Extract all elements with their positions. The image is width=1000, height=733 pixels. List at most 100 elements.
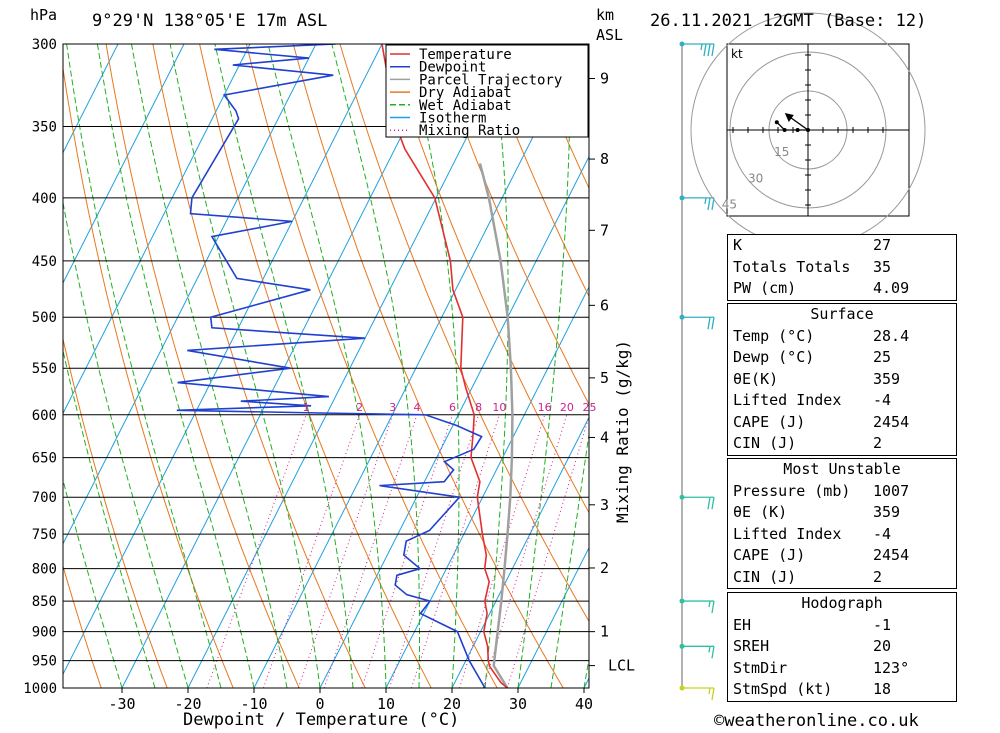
k-index-value: 27 xyxy=(873,236,892,254)
temperature-tick-label: 10 xyxy=(377,695,395,713)
wet-adiabat-line xyxy=(331,44,420,688)
credit-link[interactable]: ©weatheronline.co.uk xyxy=(714,711,919,731)
pressure-tick-label: 700 xyxy=(32,490,57,506)
dry-adiabat-line xyxy=(245,44,498,688)
surface-row-label: θE(K) xyxy=(733,369,779,388)
surface-row-value: 2 xyxy=(873,434,883,452)
mixing-ratio-label: 1 xyxy=(303,401,310,414)
most-unstable-title: Most Unstable xyxy=(783,460,901,478)
hodo-row-label: EH xyxy=(733,615,752,634)
mixing-ratio-line xyxy=(506,414,589,688)
index-box-top: K 27 Totals Totals 35 PW (cm) 4.09 xyxy=(727,234,957,301)
temperature-tick-label: 0 xyxy=(315,695,324,713)
dry-adiabat-line xyxy=(0,44,35,688)
mu-row-value: 359 xyxy=(873,503,901,521)
plot-frame xyxy=(62,43,590,689)
surface-row-label: Dewp (°C) xyxy=(733,348,815,366)
pressure-tick-label: 650 xyxy=(32,451,57,467)
asl-label: ASL xyxy=(596,26,624,44)
pressure-tick-label: 850 xyxy=(32,594,57,610)
pw-value: 4.09 xyxy=(873,279,910,297)
wind-barb-flag xyxy=(711,687,715,701)
legend-item: Parcel Trajectory xyxy=(419,72,562,88)
mu-row-label: CIN (J) xyxy=(733,567,797,586)
mu-row-value: -4 xyxy=(873,524,892,543)
pressure-tick-label: 900 xyxy=(32,625,57,641)
pressure-tick-label: 800 xyxy=(32,562,57,578)
mixing-ratio-label: 8 xyxy=(475,401,482,414)
pw-label: PW (cm) xyxy=(733,279,797,297)
pressure-tick-label: 500 xyxy=(32,310,57,326)
hodograph-trace xyxy=(776,121,808,131)
isotherm-line xyxy=(63,44,317,545)
height-tick-label: 8 xyxy=(600,150,609,168)
index-box-surface: Surface Temp (°C) 28.4 Dewp (°C) 25 θE(K) 3… xyxy=(727,303,957,456)
mixing-ratio-line xyxy=(297,414,394,688)
km-label: km xyxy=(596,6,615,24)
hodograph-point xyxy=(795,128,800,132)
surface-row-value: -4 xyxy=(873,391,892,409)
legend-item: Dry Adiabat xyxy=(419,85,512,101)
height-tick-label: 5 xyxy=(600,369,609,387)
temperature-tick-label: -30 xyxy=(108,695,135,713)
mixing-ratio-label: 4 xyxy=(413,401,420,414)
y-axis-right-title: Mixing Ratio (g/kg) xyxy=(613,339,632,523)
mixing-ratio-line xyxy=(262,414,361,688)
legend-item: Isotherm xyxy=(419,111,486,127)
mu-row-value: 2454 xyxy=(873,546,910,564)
temperature-tick-label: 30 xyxy=(509,695,527,713)
wet-adiabat-line xyxy=(66,44,222,688)
mixing-ratio-line xyxy=(323,414,418,688)
legend-box xyxy=(385,44,589,138)
totals-value: 35 xyxy=(873,257,892,276)
hodograph: kt 15 30 45 xyxy=(690,12,926,248)
location-title: 9°29'N 138°05'E 17m ASL xyxy=(92,11,328,31)
pressure-tick-label: 550 xyxy=(32,361,57,377)
height-tick-label: 3 xyxy=(600,496,609,514)
mixing-ratio-label: 16 xyxy=(538,401,552,414)
dry-adiabat-line xyxy=(63,65,234,688)
wind-barb-half xyxy=(708,687,711,695)
legend-item: Mixing Ratio xyxy=(419,123,520,139)
mu-row-label: CAPE (J) xyxy=(733,546,806,564)
pressure-tick-label: 1000 xyxy=(23,681,57,697)
wet-adiabat-line xyxy=(550,430,589,688)
hodo-row-value: 18 xyxy=(873,680,892,698)
hodo-row-value: -1 xyxy=(873,615,892,634)
parcel-trajectory-line xyxy=(478,163,514,688)
hodograph-point xyxy=(782,128,787,132)
wet-adiabat-line xyxy=(583,655,589,688)
surface-row-label: CIN (J) xyxy=(733,434,797,452)
surface-row-value: 25 xyxy=(873,348,892,366)
hodograph-ring-label: 45 xyxy=(722,198,737,212)
surface-row-label: Temp (°C) xyxy=(733,326,815,345)
height-tick-label: LCL xyxy=(608,657,635,675)
wind-barb-half xyxy=(708,600,711,608)
hodograph-point xyxy=(774,120,779,125)
height-tick-label: 4 xyxy=(600,428,609,446)
dry-adiabat-line xyxy=(63,564,102,688)
wind-barb-half xyxy=(708,646,711,653)
mu-row-label: Pressure (mb) xyxy=(733,481,851,500)
isotherm-line xyxy=(63,44,119,154)
surface-row-value: 2454 xyxy=(873,412,910,431)
wet-adiabat-line xyxy=(267,44,387,688)
dry-adiabat-line xyxy=(995,44,1000,688)
wind-barb-flag xyxy=(711,317,715,330)
storm-motion-vector xyxy=(789,116,809,131)
hodo-row-value: 123° xyxy=(873,658,910,677)
mixing-ratio-line xyxy=(206,414,307,688)
surface-row-value: 359 xyxy=(873,369,901,388)
wind-barb-flag xyxy=(711,646,715,659)
temperature-tick-label: -20 xyxy=(174,695,201,713)
index-box-most-unstable: Most Unstable Pressure (mb) 1007 θE (K) 35… xyxy=(727,458,957,589)
wind-barb-flag xyxy=(707,43,711,57)
mu-row-value: 1007 xyxy=(873,481,910,500)
wet-adiabat-line xyxy=(63,478,123,688)
mu-row-label: θE (K) xyxy=(733,503,788,521)
pressure-tick-label: 600 xyxy=(32,408,57,424)
hodograph-unit: kt xyxy=(731,47,743,61)
pressure-tick-label: 750 xyxy=(32,527,57,543)
